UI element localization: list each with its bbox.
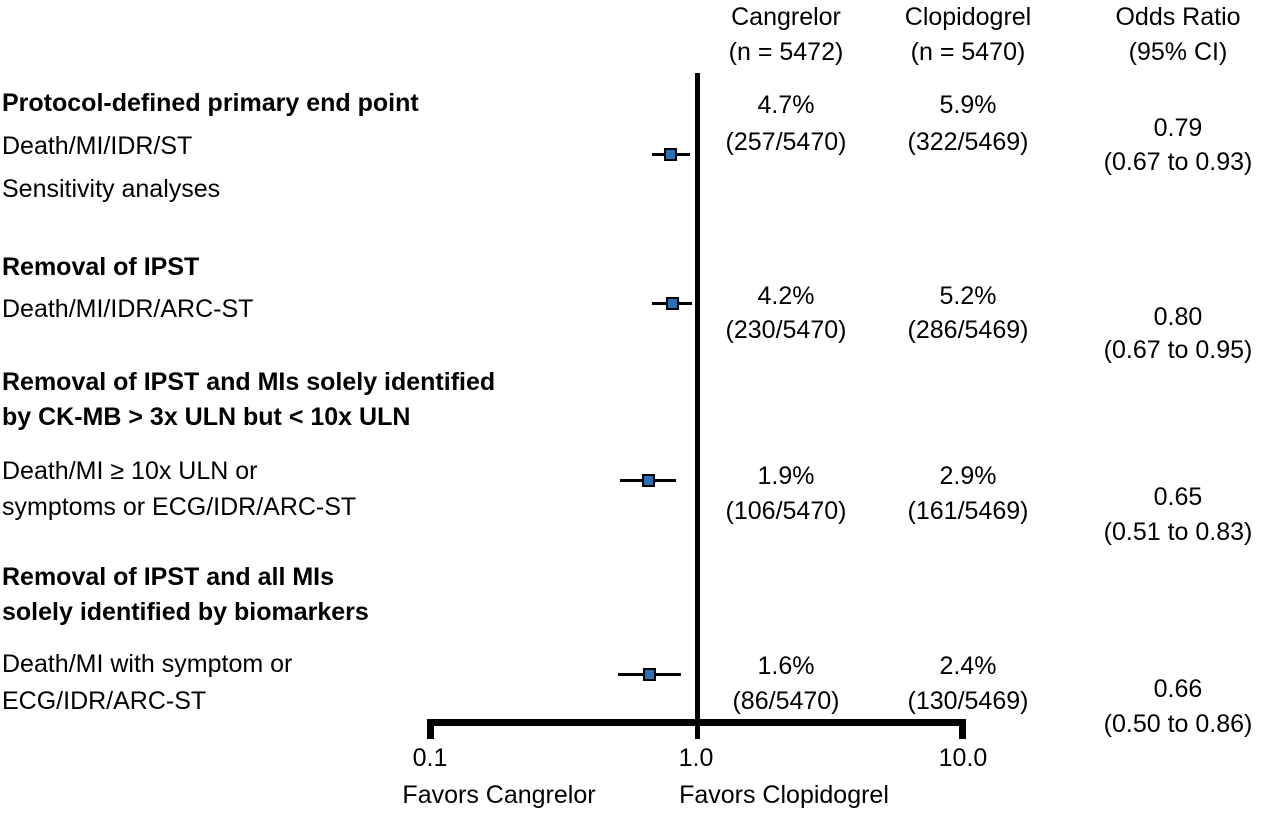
x-tick-label-0-1: 0.1 bbox=[412, 744, 448, 772]
clopidogrel-pct-row3: 2.9% bbox=[939, 462, 997, 490]
ci-row1: (0.67 to 0.93) bbox=[1103, 148, 1253, 176]
clopidogrel-frac-row2: (286/5469) bbox=[907, 316, 1029, 344]
column-header-cangrelor-line1: Cangrelor bbox=[731, 3, 841, 31]
endpoint-label-row3-line1: Death/MI ≥ 10x ULN or bbox=[2, 457, 258, 485]
clopidogrel-frac-row4: (130/5469) bbox=[907, 687, 1029, 715]
column-header-clopidogrel-line2: (n = 5470) bbox=[910, 38, 1026, 66]
clopidogrel-frac-row1: (322/5469) bbox=[907, 128, 1029, 156]
cangrelor-pct-row3: 1.9% bbox=[757, 462, 815, 490]
endpoint-label-row4-line1: Death/MI with symptom or bbox=[2, 650, 293, 678]
cangrelor-frac-row2: (230/5470) bbox=[725, 316, 847, 344]
odds-ratio-row2: 0.80 bbox=[1153, 303, 1203, 331]
column-header-cangrelor-line2: (n = 5472) bbox=[728, 38, 844, 66]
group-title-removal-ipst-mis-line2: by CK-MB > 3x ULN but < 10x ULN bbox=[2, 403, 411, 431]
favors-cangrelor-label: Favors Cangrelor bbox=[402, 781, 596, 809]
x-axis-tick-right bbox=[959, 719, 966, 739]
endpoint-label-row2: Death/MI/IDR/ARC-ST bbox=[2, 295, 254, 323]
group-title-removal-all-mis-line2: solely identified by biomarkers bbox=[2, 598, 369, 626]
ci-row3: (0.51 to 0.83) bbox=[1103, 518, 1253, 546]
x-tick-label-1-0: 1.0 bbox=[678, 744, 714, 772]
x-axis-tick-left bbox=[427, 719, 434, 739]
column-header-odds-ratio-line2: (95% CI) bbox=[1128, 38, 1228, 66]
favors-clopidogrel-label: Favors Clopidogrel bbox=[679, 781, 889, 809]
sensitivity-analyses-label: Sensitivity analyses bbox=[2, 175, 221, 203]
x-tick-label-10-0: 10.0 bbox=[938, 744, 988, 772]
cangrelor-pct-row2: 4.2% bbox=[757, 282, 815, 310]
ci-row2: (0.67 to 0.95) bbox=[1103, 336, 1253, 364]
odds-ratio-row4: 0.66 bbox=[1153, 675, 1203, 703]
ci-row4: (0.50 to 0.86) bbox=[1103, 710, 1253, 738]
group-title-removal-all-mis-line1: Removal of IPST and all MIs bbox=[2, 563, 335, 591]
group-title-primary-endpoint: Protocol-defined primary end point bbox=[2, 89, 419, 117]
clopidogrel-pct-row2: 5.2% bbox=[939, 282, 997, 310]
column-header-clopidogrel-line1: Clopidogrel bbox=[904, 3, 1032, 31]
reference-line-or-1 bbox=[695, 73, 700, 739]
group-title-removal-ipst: Removal of IPST bbox=[2, 253, 200, 281]
clopidogrel-frac-row3: (161/5469) bbox=[907, 497, 1029, 525]
odds-ratio-row3: 0.65 bbox=[1153, 483, 1203, 511]
cangrelor-frac-row4: (86/5470) bbox=[732, 687, 840, 715]
endpoint-label-row1: Death/MI/IDR/ST bbox=[2, 132, 193, 160]
endpoint-label-row3-line2: symptoms or ECG/IDR/ARC-ST bbox=[2, 493, 357, 521]
cangrelor-pct-row1: 4.7% bbox=[757, 91, 815, 119]
clopidogrel-pct-row4: 2.4% bbox=[939, 652, 997, 680]
cangrelor-frac-row1: (257/5470) bbox=[725, 128, 847, 156]
clopidogrel-pct-row1: 5.9% bbox=[939, 91, 997, 119]
endpoint-label-row4-line2: ECG/IDR/ARC-ST bbox=[2, 687, 207, 715]
column-header-odds-ratio-line1: Odds Ratio bbox=[1115, 3, 1241, 31]
group-title-removal-ipst-mis-line1: Removal of IPST and MIs solely identifie… bbox=[2, 368, 496, 396]
odds-ratio-row1: 0.79 bbox=[1153, 114, 1203, 142]
x-axis-line bbox=[427, 719, 966, 726]
cangrelor-pct-row4: 1.6% bbox=[757, 652, 815, 680]
cangrelor-frac-row3: (106/5470) bbox=[725, 497, 847, 525]
